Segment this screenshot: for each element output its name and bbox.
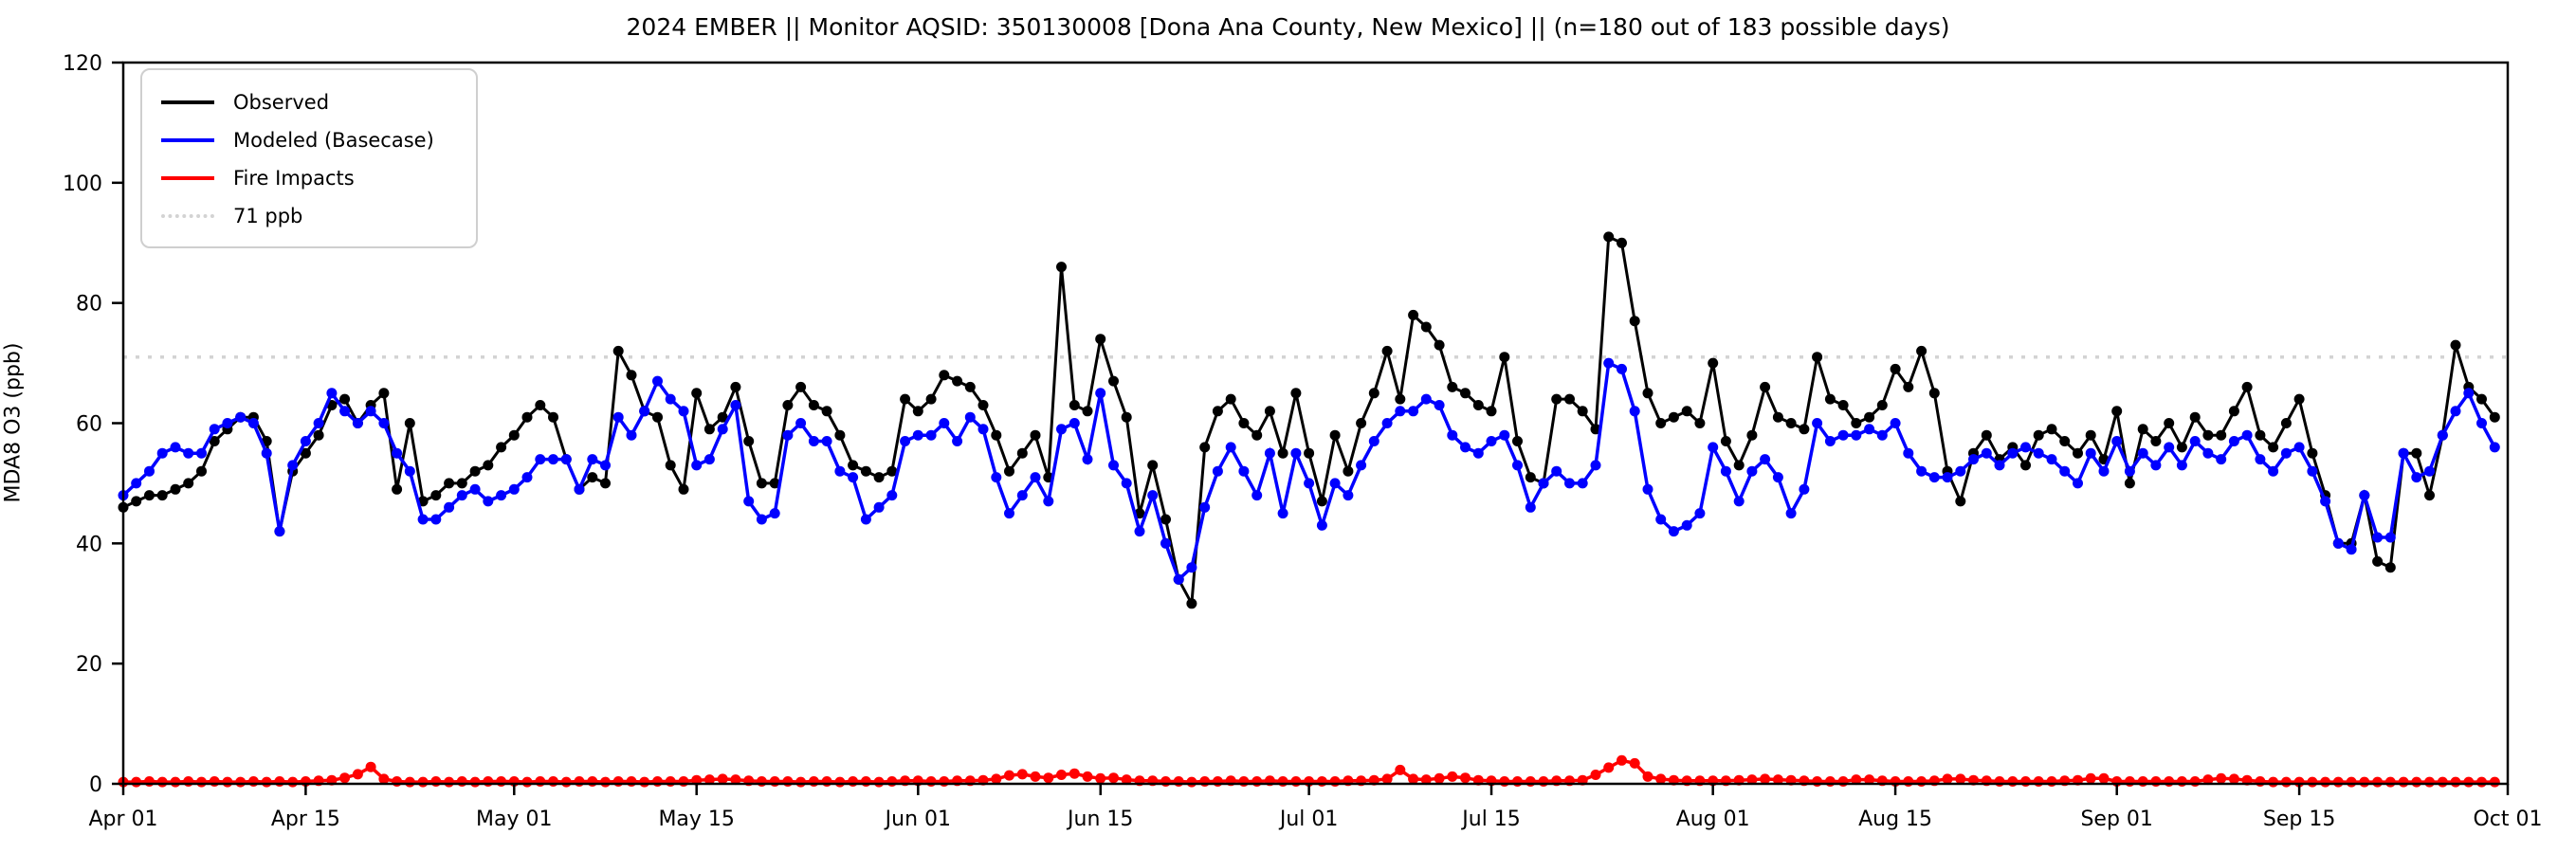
chart-title: 2024 EMBER || Monitor AQSID: 350130008 […: [626, 13, 1950, 41]
x-tick-label: Aug 01: [1676, 808, 1750, 831]
y-tick-label: 60: [76, 413, 102, 437]
y-tick-label: 20: [76, 653, 102, 677]
x-tick-label: Jun 15: [1066, 808, 1133, 831]
x-tick-label: Apr 01: [88, 808, 157, 831]
observed-line-swatch: [161, 100, 214, 104]
y-tick-label: 80: [76, 293, 102, 317]
x-axis: Apr 01 Apr 15 May 01 May 15 Jun 01 Jun 15 Jul …: [88, 784, 2543, 831]
series-line-0: [122, 234, 2496, 608]
legend-label-observed: Observed: [233, 91, 330, 114]
x-tick-label: Oct 01: [2473, 808, 2542, 831]
plot-border: [121, 61, 2510, 786]
series-markers-1: [118, 357, 2500, 585]
x-tick-label: Sep 15: [2263, 808, 2335, 831]
legend-label-fire: Fire Impacts: [233, 167, 355, 190]
x-tick-label: Apr 15: [271, 808, 340, 831]
y-tick-label: 40: [76, 533, 102, 556]
x-tick-label: May 15: [658, 808, 734, 831]
legend-item-observed: Observed: [161, 83, 457, 121]
legend-label-modeled: Modeled (Basecase): [233, 129, 434, 152]
series-markers-2: [118, 754, 2500, 788]
x-tick-label: Jun 01: [884, 808, 951, 831]
legend-item-fire: Fire Impacts: [161, 159, 457, 197]
legend-item-threshold: 71 ppb: [161, 197, 457, 235]
x-tick-label: Sep 01: [2080, 808, 2152, 831]
x-tick-label: Aug 15: [1858, 808, 1932, 831]
fire-line-swatch: [161, 176, 214, 180]
series-markers-0: [118, 231, 2500, 609]
legend-label-threshold: 71 ppb: [233, 205, 303, 227]
modeled-line-swatch: [161, 138, 214, 142]
x-tick-label: Jul 01: [1278, 808, 1339, 831]
legend: Observed Modeled (Basecase) Fire Impacts…: [140, 68, 478, 248]
y-tick-label: 100: [63, 172, 102, 196]
y-axis: 0 20 40 60 80 100 120: [63, 52, 123, 797]
y-tick-label: 120: [63, 52, 102, 76]
legend-item-modeled: Modeled (Basecase): [161, 121, 457, 159]
x-tick-label: May 01: [476, 808, 552, 831]
x-tick-label: Jul 15: [1460, 808, 1521, 831]
y-tick-label: 0: [89, 773, 102, 797]
threshold-line-swatch: [161, 214, 214, 218]
